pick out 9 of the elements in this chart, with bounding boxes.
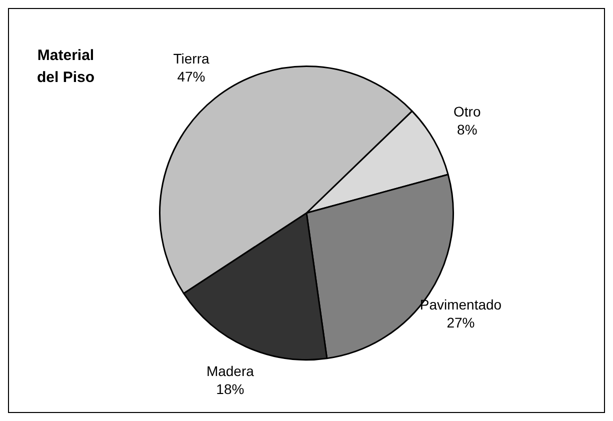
slice-label: Madera: [206, 363, 254, 380]
data-label: 18%: [216, 381, 244, 398]
data-label: 27%: [446, 314, 475, 331]
slice-label: Pavimentado: [420, 296, 502, 313]
slice-label: Otro: [454, 104, 481, 120]
data-label: 8%: [457, 122, 478, 138]
data-label: 47%: [177, 68, 206, 84]
chart-title: Material del Piso: [37, 46, 95, 88]
slice-label: Tierra: [173, 50, 210, 66]
